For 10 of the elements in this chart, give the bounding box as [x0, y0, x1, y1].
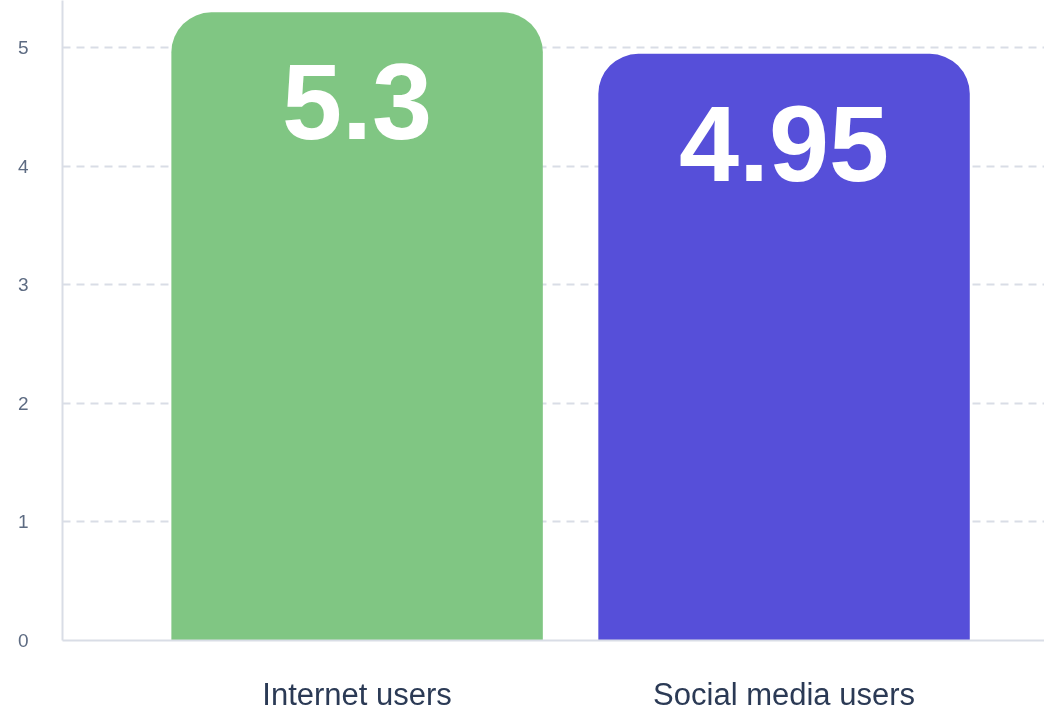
data-label: 5.3 — [282, 41, 433, 163]
x-tick-label: Internet users — [262, 676, 452, 712]
x-tick-label: Social media users — [653, 676, 916, 712]
y-tick-label: 5 — [17, 37, 29, 59]
y-tick-label: 1 — [17, 511, 29, 533]
data-label: 4.95 — [678, 82, 890, 204]
y-tick-label: 3 — [17, 274, 29, 296]
y-tick-label: 4 — [17, 155, 29, 177]
y-tick-label: 2 — [17, 392, 29, 414]
y-tick-label: 0 — [17, 630, 29, 651]
